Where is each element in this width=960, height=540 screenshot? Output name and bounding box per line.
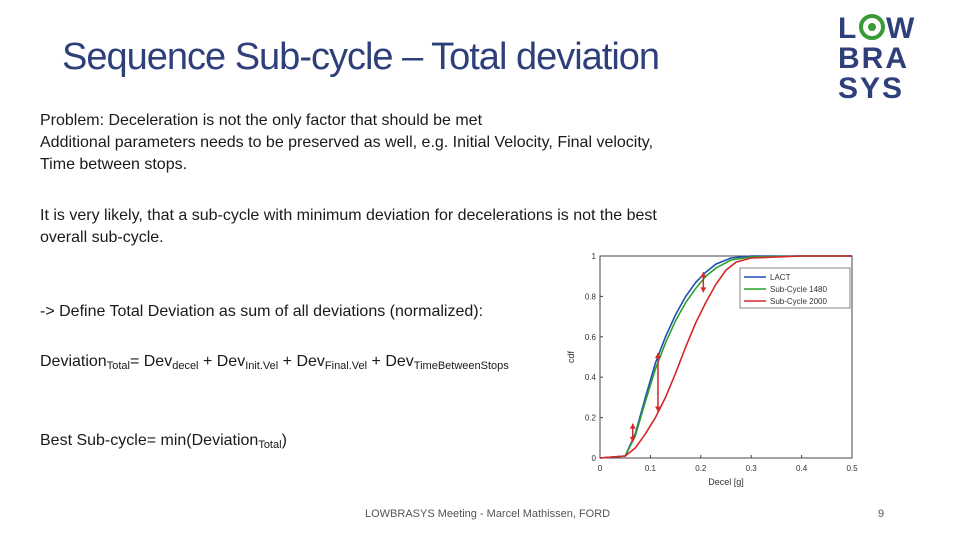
formula-lhs-sub: Total bbox=[106, 360, 130, 372]
cdf-chart: 0 0.1 0.2 0.3 0.4 0.5 0 0.2 0.4 0.6 0.8 1 Decel [g] c… bbox=[566, 252, 858, 487]
text-line: -> Define Total Deviation as sum of all … bbox=[40, 303, 484, 320]
x-axis-label: Decel [g] bbox=[708, 477, 744, 487]
series-line bbox=[599, 255, 852, 459]
legend-label: Sub-Cycle 2000 bbox=[770, 297, 827, 306]
deviation-arrow-head bbox=[700, 287, 707, 293]
svg-text:BRA: BRA bbox=[838, 42, 909, 75]
deviation-formula: DeviationTotal= Devdecel + DevInit.Vel +… bbox=[40, 351, 780, 377]
y-axis-label: cdf bbox=[566, 351, 576, 364]
legend-label: Sub-Cycle 1480 bbox=[770, 285, 827, 294]
svg-text:SYS: SYS bbox=[838, 72, 904, 100]
formula-term-sub: Final.Vel bbox=[324, 360, 368, 372]
text-line: It is very likely, that a sub-cycle with… bbox=[40, 207, 657, 224]
svg-text:L: L bbox=[838, 12, 856, 45]
formula-term-sub: Init.Vel bbox=[245, 360, 279, 372]
text-line: overall sub-cycle. bbox=[40, 229, 164, 246]
text-line: Time between stops. bbox=[40, 156, 188, 173]
formula-term-sub: TimeBetweenStops bbox=[413, 360, 509, 372]
y-tick-label: 0 bbox=[592, 454, 597, 463]
formula-eq: = bbox=[129, 353, 144, 370]
y-tick-label: 0.2 bbox=[585, 414, 597, 423]
formula-term: Dev bbox=[216, 353, 246, 370]
formula-plus: + bbox=[198, 353, 217, 370]
footer-text: LOWBRASYS Meeting - Marcel Mathissen, FO… bbox=[365, 508, 611, 520]
formula-term-sub: decel bbox=[172, 360, 199, 372]
likelihood-paragraph: It is very likely, that a sub-cycle with… bbox=[40, 205, 780, 249]
deviation-arrow-head bbox=[654, 352, 661, 358]
text-line: Problem: Deceleration is not the only fa… bbox=[40, 112, 483, 129]
define-paragraph: -> Define Total Deviation as sum of all … bbox=[40, 301, 780, 323]
x-tick-label: 0.4 bbox=[796, 464, 808, 473]
best-prefix: Best Sub-cycle= min(Deviation bbox=[40, 432, 259, 449]
series-line bbox=[599, 255, 852, 459]
formula-term: Dev bbox=[385, 353, 414, 370]
best-sub: Total bbox=[258, 439, 282, 451]
formula-term: Dev bbox=[296, 353, 325, 370]
y-tick-label: 0.8 bbox=[585, 292, 597, 301]
page-number: 9 bbox=[878, 508, 885, 520]
y-tick-label: 0.4 bbox=[585, 373, 597, 382]
deviation-arrow-head bbox=[700, 272, 707, 278]
x-tick-label: 0 bbox=[598, 464, 603, 473]
formula-plus: + bbox=[367, 353, 386, 370]
y-tick-label: 1 bbox=[592, 252, 597, 261]
x-tick-label: 0.2 bbox=[695, 464, 707, 473]
problem-paragraph: Problem: Deceleration is not the only fa… bbox=[40, 110, 780, 176]
formula-term: Dev bbox=[143, 353, 173, 370]
x-tick-label: 0.5 bbox=[846, 464, 858, 473]
best-subcycle-formula: Best Sub-cycle= min(DeviationTotal) bbox=[40, 430, 780, 456]
text-line: Additional parameters needs to be preser… bbox=[40, 134, 654, 151]
best-suffix: ) bbox=[281, 432, 287, 449]
y-tick-label: 0.6 bbox=[585, 333, 597, 342]
x-tick-label: 0.1 bbox=[645, 464, 657, 473]
legend-label: LACT bbox=[770, 273, 791, 282]
x-tick-label: 0.3 bbox=[746, 464, 758, 473]
svg-text:W: W bbox=[886, 12, 915, 45]
formula-lhs: Deviation bbox=[40, 353, 107, 370]
lowbrasys-logo: L W BRA SYS bbox=[838, 12, 915, 100]
slide-title: Sequence Sub-cycle – Total deviation bbox=[62, 36, 660, 78]
formula-plus: + bbox=[278, 353, 297, 370]
deviation-arrow-head bbox=[629, 436, 636, 442]
deviation-arrow-head bbox=[629, 423, 636, 429]
deviation-arrow-head bbox=[654, 406, 661, 412]
